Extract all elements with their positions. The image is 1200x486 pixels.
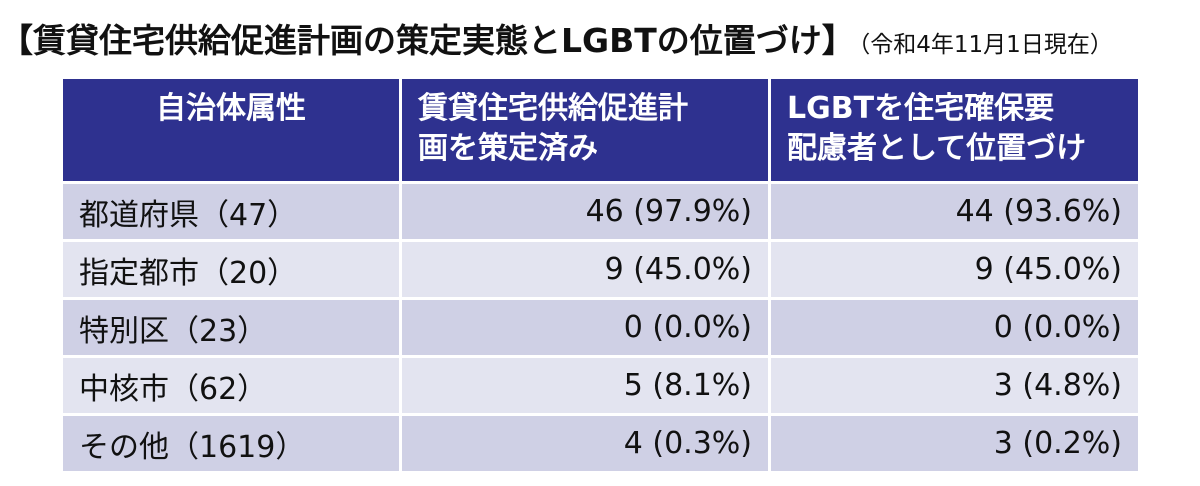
table-body: 都道府県（47） 46 (97.9%) 44 (93.6%) 指定都市（20） 9 (4… — [63, 184, 1138, 471]
table-cell: 3 (4.8%) — [771, 358, 1138, 413]
table-cell: 9 (45.0%) — [771, 242, 1138, 297]
title-block: 【賃貸住宅供給促進計画の策定実態とLGBTの位置づけ】 （令和4年11月1日現在） — [0, 14, 1113, 62]
header-row: 自治体属性 賃貸住宅供給促進計 画を策定済み LGBTを住宅確保要 配慮者として位置づけ — [63, 79, 1138, 181]
header-line: 配慮者として位置づけ — [787, 131, 1087, 166]
header-line: 画を策定済み — [418, 131, 598, 166]
table-cell: 中核市（62） — [63, 358, 399, 413]
header-line: 賃貸住宅供給促進計 — [418, 91, 688, 126]
header-line: 自治体属性 — [156, 91, 306, 126]
table-row: 指定都市（20） 9 (45.0%) 9 (45.0%) — [63, 242, 1138, 297]
table-cell: 46 (97.9%) — [402, 184, 768, 239]
table-row: 中核市（62） 5 (8.1%) 3 (4.8%) — [63, 358, 1138, 413]
header-cell: 賃貸住宅供給促進計 画を策定済み — [402, 79, 768, 181]
table-cell: 3 (0.2%) — [771, 416, 1138, 471]
title: 【賃貸住宅供給促進計画の策定実態とLGBTの位置づけ】 — [0, 21, 855, 60]
table-cell: 0 (0.0%) — [402, 300, 768, 355]
table-row: 特別区（23） 0 (0.0%) 0 (0.0%) — [63, 300, 1138, 355]
table-row: その他（1619） 4 (0.3%) 3 (0.2%) — [63, 416, 1138, 471]
table-cell: 4 (0.3%) — [402, 416, 768, 471]
table-cell: 0 (0.0%) — [771, 300, 1138, 355]
table-cell: その他（1619） — [63, 416, 399, 471]
subtitle: （令和4年11月1日現在） — [858, 32, 1113, 58]
header-cell: LGBTを住宅確保要 配慮者として位置づけ — [771, 79, 1138, 181]
table-cell: 特別区（23） — [63, 300, 399, 355]
table-cell: 44 (93.6%) — [771, 184, 1138, 239]
header-cell: 自治体属性 — [63, 79, 399, 181]
table: 自治体属性 賃貸住宅供給促進計 画を策定済み LGBTを住宅確保要 配慮者として位置づけ… — [60, 76, 1141, 474]
table-cell: 指定都市（20） — [63, 242, 399, 297]
table-row: 都道府県（47） 46 (97.9%) 44 (93.6%) — [63, 184, 1138, 239]
header-line: LGBTを住宅確保要 — [787, 91, 1055, 126]
table-cell: 5 (8.1%) — [402, 358, 768, 413]
table-cell: 都道府県（47） — [63, 184, 399, 239]
table-cell: 9 (45.0%) — [402, 242, 768, 297]
